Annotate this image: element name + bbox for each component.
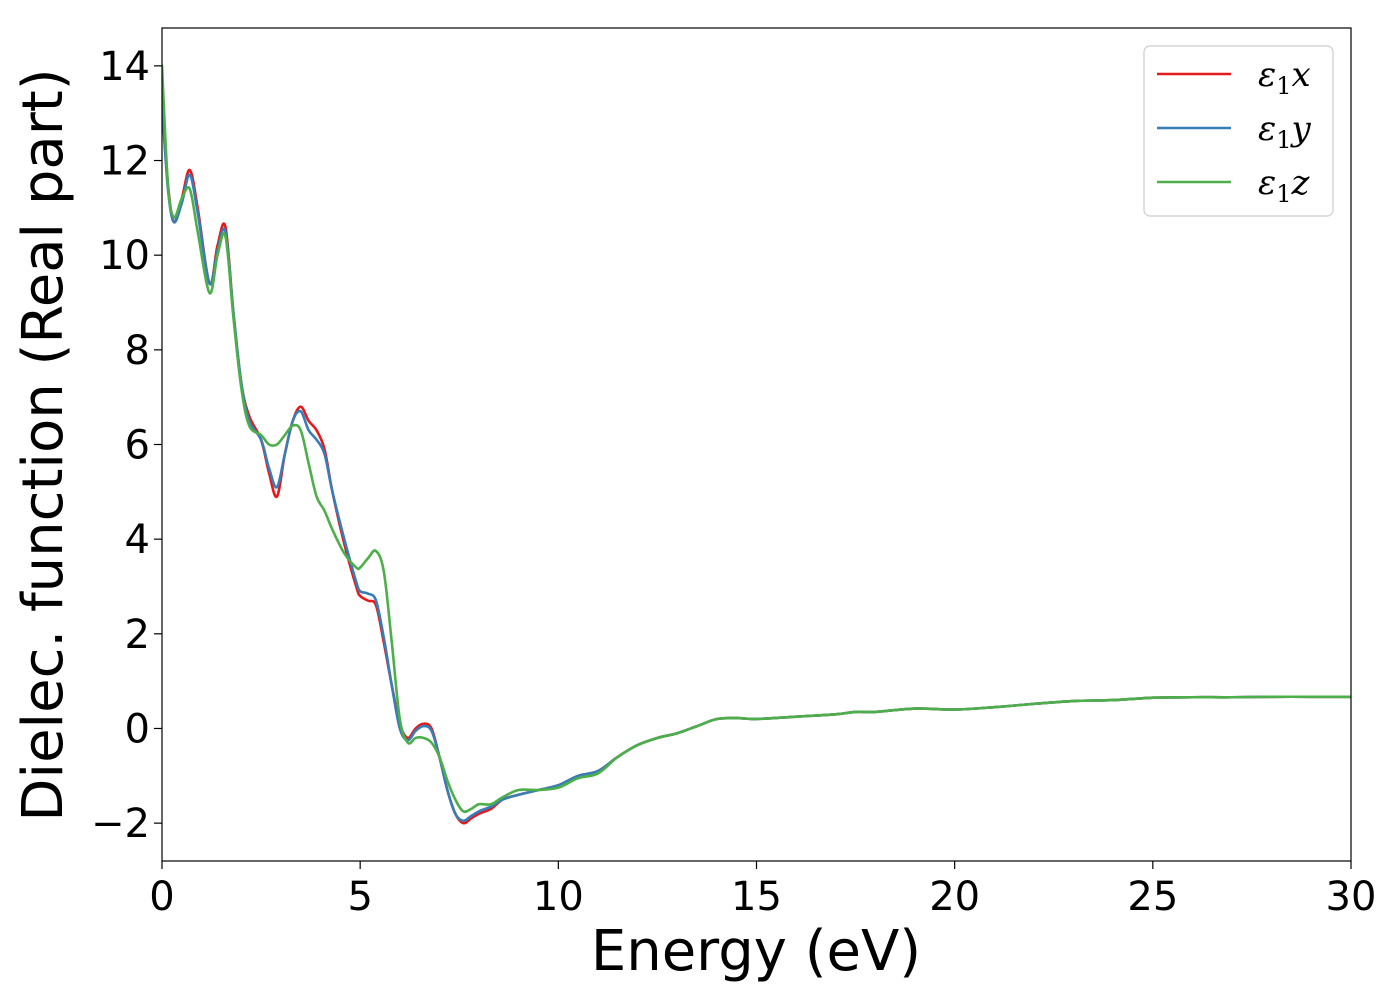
x-tick-label: 30 [1326,874,1377,920]
y-tick-label: 2 [125,612,150,658]
legend-label-x: ε1x [1258,55,1311,100]
x-tick-label: 10 [533,874,584,920]
x-tick-label: 0 [149,874,174,920]
x-axis-title: Energy (eV) [591,919,921,984]
y-tick-label: 0 [125,706,150,752]
legend: ε1x ε1y ε1z [1143,45,1334,217]
y-tick-label: 4 [125,517,150,563]
x-tick-label: 20 [929,874,980,920]
y-tick-label: 6 [125,423,150,469]
x-tick-label: 15 [731,874,782,920]
x-tick-label: 25 [1127,874,1178,920]
y-tick-label: 10 [99,233,150,279]
series-layer [162,64,1351,825]
y-tick-label: −2 [91,801,150,847]
y-tick-label: 8 [125,328,150,374]
legend-box [1143,45,1334,217]
y-axis-ticks: −2 0 2 4 6 8 10 12 14 [91,44,162,847]
legend-label-z: ε1z [1258,163,1311,208]
x-tick-label: 5 [347,874,372,920]
x-axis-ticks: 0 5 10 15 20 25 30 [149,861,1376,920]
y-tick-label: 12 [99,139,150,185]
series-line-z [162,64,1351,814]
y-tick-label: 14 [99,44,150,90]
legend-label-y: ε1y [1258,109,1312,154]
y-axis-title: Dielec. function (Real part) [11,68,76,821]
